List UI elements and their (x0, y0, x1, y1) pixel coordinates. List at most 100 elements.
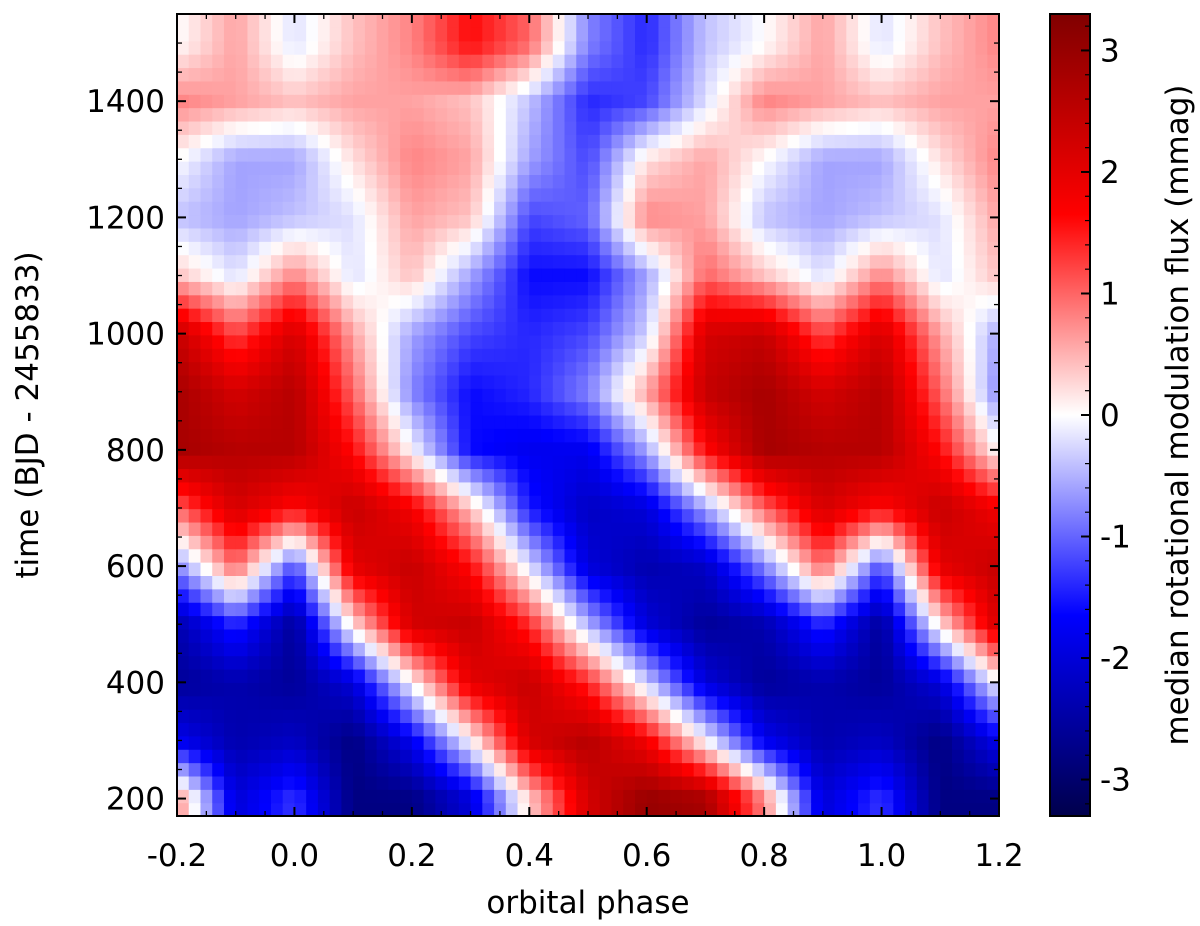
heatmap-cell (799, 147, 812, 162)
heatmap-cell (670, 575, 683, 590)
heatmap-cell (634, 468, 648, 483)
heatmap-cell (329, 508, 342, 523)
heatmap-cell (963, 521, 977, 536)
heatmap-cell (658, 588, 671, 603)
heatmap-cell (811, 94, 824, 109)
heatmap-cell (458, 348, 472, 363)
heatmap-cell (388, 174, 401, 189)
heatmap-cell (505, 655, 519, 670)
heatmap-cell (764, 134, 777, 149)
heatmap-cell (200, 535, 213, 550)
heatmap-cell (247, 174, 260, 189)
heatmap-cell (693, 575, 707, 590)
heatmap-cell (717, 762, 730, 777)
heatmap-cell (235, 294, 249, 309)
heatmap-cell (458, 695, 472, 710)
heatmap-cell (646, 54, 660, 69)
heatmap-cell (411, 107, 425, 122)
heatmap-cell (940, 134, 953, 149)
heatmap-cell (400, 107, 413, 122)
heatmap-cell (952, 388, 965, 403)
heatmap-cell (728, 709, 742, 724)
heatmap-cell (905, 227, 918, 242)
heatmap-cell (681, 602, 695, 617)
heatmap-cell (259, 107, 272, 122)
heatmap-cell (811, 334, 824, 349)
heatmap-cell (611, 762, 624, 777)
heatmap-cell (364, 94, 378, 109)
heatmap-cell (975, 762, 988, 777)
heatmap-cell (306, 588, 319, 603)
heatmap-cell (693, 374, 707, 389)
heatmap-cell (188, 735, 202, 750)
heatmap-cell (447, 227, 460, 242)
heatmap-cell (458, 67, 472, 82)
heatmap-cell (740, 54, 753, 69)
heatmap-cell (717, 562, 730, 576)
heatmap-cell (752, 428, 765, 443)
heatmap-cell (259, 388, 272, 403)
heatmap-cell (740, 201, 753, 216)
heatmap-cell (423, 562, 436, 576)
heatmap-cell (846, 401, 859, 416)
heatmap-cell (693, 54, 707, 69)
heatmap-cell (576, 174, 589, 189)
heatmap-cell (893, 174, 906, 189)
heatmap-cell (282, 67, 296, 82)
heatmap-cell (552, 789, 566, 804)
heatmap-cell (200, 481, 213, 496)
heatmap-cell (987, 481, 1000, 496)
heatmap-cell (200, 709, 213, 724)
heatmap-cell (294, 54, 307, 69)
heatmap-cell (681, 749, 695, 764)
heatmap-cell (623, 348, 636, 363)
heatmap-cell (294, 67, 307, 82)
heatmap-cell (858, 588, 871, 603)
heatmap-cell (905, 120, 918, 135)
heatmap-cell (963, 602, 977, 617)
heatmap-cell (893, 120, 906, 135)
heatmap-cell (670, 120, 683, 135)
heatmap-cell (353, 281, 366, 296)
heatmap-cell (470, 388, 483, 403)
heatmap-cell (693, 174, 707, 189)
heatmap-cell (811, 735, 824, 750)
heatmap-cell (576, 441, 589, 456)
heatmap-cell (435, 709, 448, 724)
heatmap-cell (235, 749, 249, 764)
heatmap-cell (588, 562, 601, 576)
heatmap-cell (482, 147, 495, 162)
heatmap-cell (482, 615, 495, 630)
heatmap-cell (858, 374, 871, 389)
heatmap-cell (681, 174, 695, 189)
heatmap-cell (494, 655, 507, 670)
heatmap-cell (822, 548, 836, 563)
heatmap-cell (834, 67, 847, 82)
heatmap-cell (529, 668, 542, 683)
heatmap-cell (223, 575, 237, 590)
heatmap-cell (623, 548, 636, 563)
heatmap-cell (940, 94, 953, 109)
heatmap-cell (928, 468, 941, 483)
heatmap-cell (670, 548, 683, 563)
heatmap-cell (400, 174, 413, 189)
heatmap-cell (470, 94, 483, 109)
heatmap-cell (482, 321, 495, 336)
heatmap-cell (670, 642, 683, 657)
heatmap-cell (317, 441, 331, 456)
heatmap-cell (705, 709, 718, 724)
heatmap-cell (634, 455, 648, 470)
heatmap-cell (517, 722, 530, 737)
heatmap-cell (294, 508, 307, 523)
heatmap-cell (822, 562, 836, 576)
heatmap-cell (881, 321, 894, 336)
heatmap-cell (306, 709, 319, 724)
heatmap-cell (916, 775, 930, 790)
heatmap-cell (259, 602, 272, 617)
heatmap-cell (670, 94, 683, 109)
heatmap-cell (564, 14, 577, 28)
heatmap-cell (411, 415, 425, 429)
heatmap-cell (270, 281, 284, 296)
heatmap-cell (294, 441, 307, 456)
heatmap-cell (564, 187, 577, 202)
